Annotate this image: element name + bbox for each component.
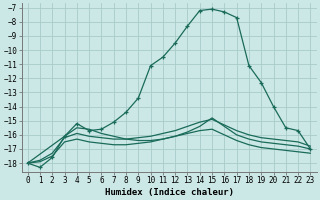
X-axis label: Humidex (Indice chaleur): Humidex (Indice chaleur) [105,188,234,197]
